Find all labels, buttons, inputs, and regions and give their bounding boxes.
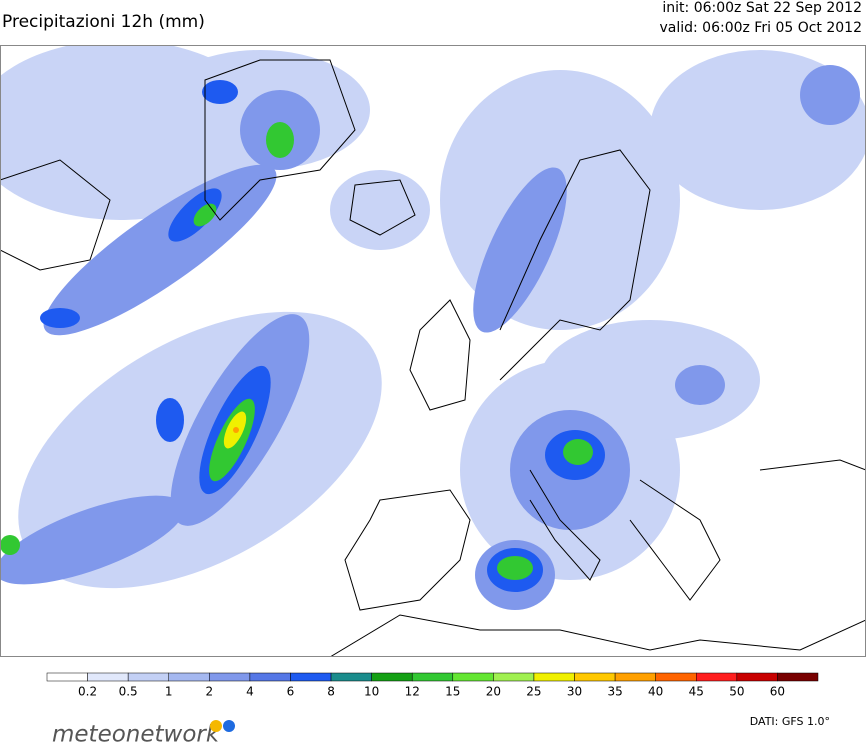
- colorbar-label: 25: [526, 685, 541, 699]
- colorbar-swatch: [696, 672, 738, 682]
- colorbar-swatch: [574, 672, 616, 682]
- brand-dot: [210, 720, 222, 732]
- colorbar-label: 0.2: [78, 685, 97, 699]
- colorbar-swatch: [533, 672, 575, 682]
- colorbar-label: 50: [729, 685, 744, 699]
- colorbar-swatch: [777, 672, 819, 682]
- colorbar-label: 4: [246, 685, 254, 699]
- map-title: Precipitazioni 12h (mm): [2, 12, 205, 32]
- colorbar-swatch: [330, 672, 372, 682]
- brand-dot: [223, 720, 235, 732]
- colorbar-label: 35: [607, 685, 622, 699]
- colorbar-swatch: [209, 672, 251, 682]
- colorbar-swatch: [290, 672, 332, 682]
- colorbar: 0.2 0.5 1 2 4 6 8 10 12 15 20 25 30 35 40 45 50 60: [46, 672, 819, 699]
- colorbar-swatch: [452, 672, 494, 682]
- colorbar-label: 10: [364, 685, 379, 699]
- init-time: init: 06:00z Sat 22 Sep 2012: [662, 0, 862, 16]
- map: [0, 45, 866, 657]
- colorbar-label: 20: [486, 685, 501, 699]
- colorbar-label: 45: [689, 685, 704, 699]
- colorbar-label: 8: [327, 685, 335, 699]
- colorbar-swatch: [655, 672, 697, 682]
- colorbar-swatch: [411, 672, 454, 682]
- valid-time: valid: 06:00z Fri 05 Oct 2012: [659, 20, 862, 36]
- colorbar-swatch: [493, 672, 535, 682]
- colorbar-label: 60: [770, 685, 785, 699]
- colorbar-label: 30: [567, 685, 582, 699]
- colorbar-swatch: [127, 672, 169, 682]
- colorbar-label: 2: [205, 685, 213, 699]
- colorbar-swatch: [249, 672, 291, 682]
- colorbar-label: 1: [165, 685, 173, 699]
- colorbar-swatch: [87, 672, 129, 682]
- colorbar-label: 12: [405, 685, 420, 699]
- colorbar-swatch: [371, 672, 413, 682]
- brand: meteonetwork: [52, 722, 221, 747]
- colorbar-swatch: [46, 672, 88, 682]
- colorbar-label: 15: [445, 685, 460, 699]
- colorbar-label: 40: [648, 685, 663, 699]
- colorbar-swatch: [168, 672, 210, 682]
- colorbar-swatch: [614, 672, 656, 682]
- data-source: DATI: GFS 1.0°: [750, 715, 830, 728]
- colorbar-swatch: [736, 672, 778, 682]
- colorbar-label: 6: [287, 685, 295, 699]
- colorbar-label: 0.5: [119, 685, 138, 699]
